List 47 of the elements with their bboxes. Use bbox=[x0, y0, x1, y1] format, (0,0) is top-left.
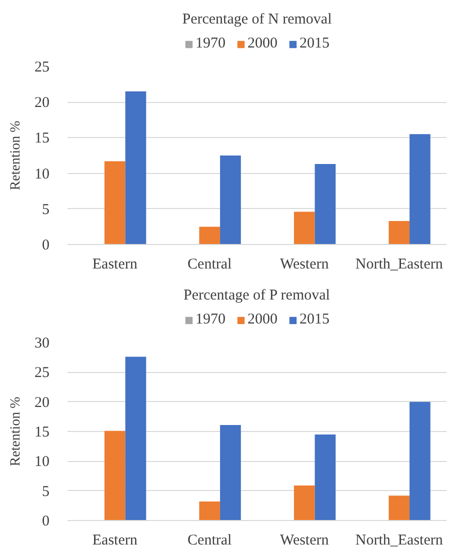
bar bbox=[125, 356, 146, 520]
bar bbox=[410, 402, 430, 520]
y-axis-title: Retention % bbox=[8, 120, 24, 190]
bar bbox=[199, 502, 220, 520]
y-tick-label: 20 bbox=[34, 95, 50, 112]
bar bbox=[294, 212, 315, 244]
bar bbox=[220, 424, 241, 520]
y-axis-title: Retention % bbox=[8, 396, 24, 466]
bar bbox=[294, 485, 315, 520]
y-tick-label: 10 bbox=[34, 454, 50, 470]
x-tick-label: Eastern bbox=[92, 532, 138, 548]
y-tick-label: 10 bbox=[34, 166, 50, 182]
x-tick-label: Western bbox=[280, 256, 330, 272]
legend-label: 1970 bbox=[196, 36, 226, 52]
bar bbox=[220, 156, 241, 244]
bar bbox=[388, 496, 410, 520]
y-tick-label: 25 bbox=[34, 365, 50, 382]
legend-label: 2015 bbox=[300, 312, 330, 328]
y-tick-label: 15 bbox=[34, 130, 50, 147]
chart-title: Percentage of P removal bbox=[183, 288, 330, 304]
legend-label: 1970 bbox=[196, 312, 226, 328]
x-tick-label: Eastern bbox=[92, 256, 138, 272]
x-tick-label: North_Eastern bbox=[355, 256, 444, 272]
x-tick-label: Central bbox=[188, 256, 232, 272]
y-tick-label: 25 bbox=[34, 60, 50, 76]
y-tick-label: 15 bbox=[34, 424, 50, 440]
bar bbox=[104, 161, 126, 244]
bar bbox=[388, 221, 410, 244]
bar bbox=[314, 164, 336, 244]
x-tick-label: Western bbox=[280, 532, 330, 548]
bar bbox=[410, 134, 430, 244]
y-tick-label: 30 bbox=[34, 336, 50, 352]
bar bbox=[125, 91, 146, 244]
x-tick-label: Central bbox=[188, 532, 232, 548]
bar bbox=[104, 430, 126, 520]
legend-label: 2000 bbox=[248, 312, 278, 328]
y-tick-label: 0 bbox=[42, 238, 50, 254]
y-tick-label: 5 bbox=[42, 484, 50, 500]
y-tick-label: 5 bbox=[42, 202, 50, 218]
chart-title: Percentage of N removal bbox=[182, 12, 332, 28]
bar bbox=[314, 434, 336, 520]
y-tick-label: 0 bbox=[42, 514, 50, 530]
legend-label: 2015 bbox=[300, 36, 330, 52]
bar bbox=[199, 226, 220, 244]
y-tick-label: 20 bbox=[34, 394, 50, 411]
legend-label: 2000 bbox=[248, 36, 278, 52]
x-tick-label: North_Eastern bbox=[355, 532, 444, 548]
